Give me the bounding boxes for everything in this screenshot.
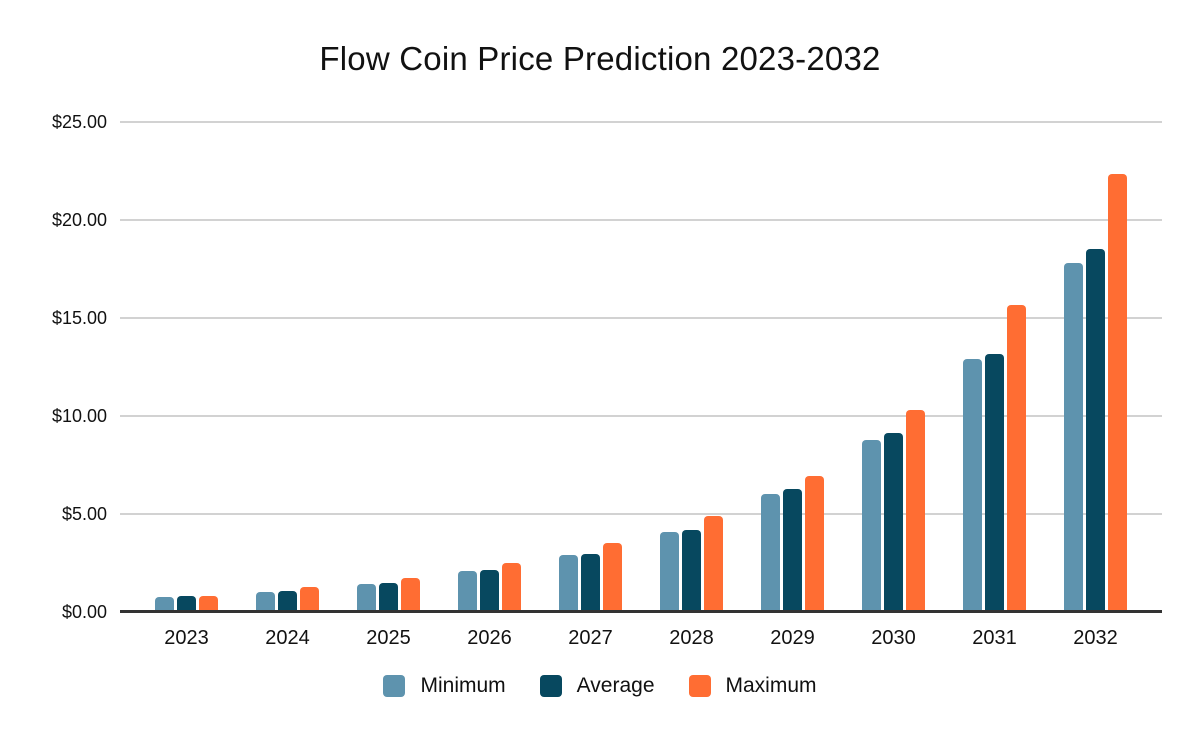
bar-maximum-2030 (906, 409, 925, 612)
x-tick-label-2030: 2030 (871, 627, 916, 649)
bar-average-2024 (278, 591, 297, 612)
legend-item-average: Average (539, 674, 655, 698)
bar-maximum-2028 (704, 515, 723, 612)
legend-item-maximum: Maximum (688, 674, 817, 698)
gridline-20 (120, 219, 1162, 221)
bar-minimum-2030 (862, 439, 881, 612)
bar-group-2027: 2027 (559, 543, 622, 649)
bar-group-2024: 2024 (256, 586, 319, 649)
bar-group-2023: 2023 (155, 595, 218, 649)
legend-label-average: Average (576, 674, 655, 697)
legend-label-minimum: Minimum (420, 674, 506, 697)
gridline-5 (120, 513, 1162, 515)
bar-minimum-2027 (559, 555, 578, 612)
chart-title: Flow Coin Price Prediction 2023-2032 (319, 40, 881, 77)
bar-groups-container: 2023 2024 2025 2026 2027 2028 2029 2030 2031 2032 (120, 122, 1162, 649)
bar-group-2031: 2031 (963, 304, 1026, 649)
bar-minimum-2023 (155, 596, 174, 612)
x-axis-line (120, 610, 1162, 613)
x-tick-label-2025: 2025 (366, 627, 411, 649)
bar-minimum-2032 (1064, 263, 1083, 612)
bar-maximum-2029 (805, 475, 824, 612)
bar-average-2023 (177, 596, 196, 612)
y-tick-label: $20.00 (51, 210, 107, 230)
legend-item-minimum: Minimum (383, 674, 506, 698)
bar-minimum-2031 (963, 358, 982, 612)
bar-maximum-2031 (1007, 304, 1026, 612)
bar-average-2030 (884, 433, 903, 612)
bar-maximum-2024 (300, 586, 319, 612)
bar-minimum-2025 (357, 583, 376, 612)
bar-average-2029 (783, 489, 802, 612)
y-tick-label: $15.00 (51, 308, 107, 328)
bar-average-2025 (379, 582, 398, 612)
x-tick-label-2027: 2027 (568, 627, 613, 649)
gridline-15 (120, 317, 1162, 319)
x-tick-label-2023: 2023 (164, 627, 209, 649)
legend-swatch-minimum (383, 675, 406, 697)
x-tick-label-2028: 2028 (669, 627, 714, 649)
bar-average-2028 (682, 530, 701, 612)
legend-swatch-maximum (688, 675, 711, 697)
gridline-25 (120, 121, 1162, 123)
bar-group-2032: 2032 (1064, 173, 1127, 649)
bar-minimum-2026 (458, 571, 477, 612)
bar-minimum-2024 (256, 592, 275, 612)
plot-area: 2023 2024 2025 2026 2027 2028 2029 2030 2031 2032… (52, 113, 1162, 649)
y-tick-label: $0.00 (61, 602, 107, 622)
legend: Minimum Average Maximum (0, 674, 1200, 698)
bar-average-2032 (1086, 249, 1105, 612)
x-tick-label-2026: 2026 (467, 627, 512, 649)
bar-average-2031 (985, 354, 1004, 612)
bar-maximum-2025 (401, 578, 420, 612)
bar-maximum-2026 (502, 563, 521, 612)
x-tick-label-2032: 2032 (1073, 627, 1118, 649)
gridline-10 (120, 415, 1162, 417)
bar-group-2026: 2026 (458, 563, 521, 649)
bar-minimum-2028 (660, 532, 679, 612)
bar-maximum-2032 (1108, 173, 1127, 612)
bar-group-2030: 2030 (862, 409, 925, 649)
x-tick-label-2024: 2024 (265, 627, 310, 649)
x-tick-label-2029: 2029 (770, 627, 815, 649)
bar-group-2028: 2028 (660, 515, 723, 649)
legend-label-maximum: Maximum (725, 674, 817, 697)
bar-minimum-2029 (761, 493, 780, 612)
y-tick-label: $25.00 (51, 112, 107, 132)
y-tick-label: $5.00 (61, 504, 107, 524)
bar-maximum-2027 (603, 543, 622, 612)
bar-average-2027 (581, 554, 600, 612)
x-tick-label-2031: 2031 (972, 627, 1017, 649)
y-tick-label: $10.00 (51, 406, 107, 426)
bar-group-2029: 2029 (761, 475, 824, 649)
bar-average-2026 (480, 570, 499, 612)
bar-maximum-2023 (199, 595, 218, 612)
legend-swatch-average (539, 675, 562, 697)
bar-group-2025: 2025 (357, 578, 420, 649)
